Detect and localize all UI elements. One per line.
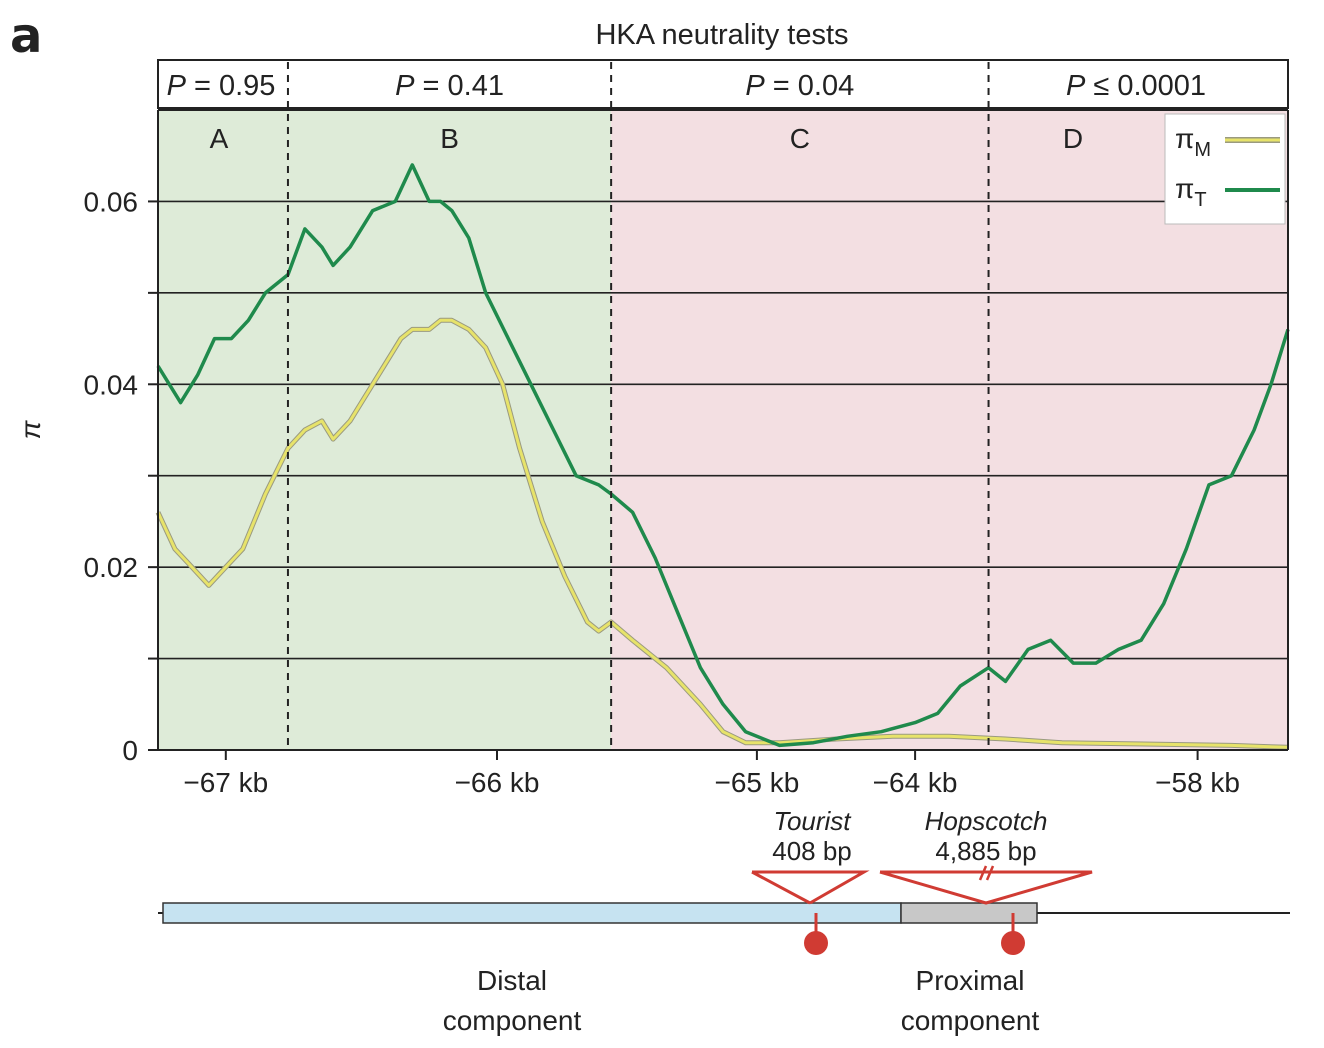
p-value-d: P ≤ 0.0001 xyxy=(1066,70,1206,102)
hopscotch-size: 4,885 bp xyxy=(935,836,1036,866)
series-line-t xyxy=(156,163,1290,748)
hopscotch-site-dot xyxy=(1001,931,1025,955)
hopscotch-name: Hopscotch xyxy=(925,806,1048,836)
proximal-label-line2: component xyxy=(901,1005,1040,1036)
series-lines xyxy=(155,163,1290,750)
x-axis-ticks: −67 kb −66 kb −65 kb −64 kb −58 kb xyxy=(183,750,1240,798)
region-bg-c xyxy=(611,110,989,750)
region-bg-a xyxy=(158,110,288,750)
region-backgrounds xyxy=(158,110,1288,750)
distal-label-line1: Distal xyxy=(477,965,547,996)
legend-label-t: πT xyxy=(1175,173,1207,211)
y-tick-label: 0.04 xyxy=(84,369,139,400)
region-label-b: B xyxy=(440,123,459,154)
tourist-name: Tourist xyxy=(773,806,852,836)
p-value-a: P = 0.95 xyxy=(167,70,276,102)
p-value-header xyxy=(157,59,1289,109)
y-tick-label: 0 xyxy=(122,735,138,766)
proximal-label-line1: Proximal xyxy=(916,965,1025,996)
y-gridlines xyxy=(158,200,1288,660)
region-label-a: A xyxy=(210,123,229,154)
y-tick-label: 0.06 xyxy=(84,186,139,217)
y-tick-label: 0.02 xyxy=(84,552,139,583)
panel-label: a xyxy=(10,8,42,64)
x-tick-label: −65 kb xyxy=(714,767,799,798)
y-axis-label: π xyxy=(15,419,46,439)
x-tick-label: −66 kb xyxy=(455,767,540,798)
tourist-insertion-marker xyxy=(751,870,870,955)
region-dividers xyxy=(286,62,990,750)
x-tick-label: −67 kb xyxy=(183,767,268,798)
p-value-b: P = 0.41 xyxy=(395,70,504,102)
region-labels: A B C D xyxy=(210,123,1083,154)
series-line-m xyxy=(156,318,1289,749)
region-label-d: D xyxy=(1063,123,1083,154)
x-tick-label: −58 kb xyxy=(1155,767,1240,798)
legend-label-m: πM xyxy=(1175,123,1211,161)
tourist-site-dot xyxy=(804,931,828,955)
proximal-component-box xyxy=(900,902,1038,924)
distal-component-box xyxy=(162,902,902,924)
p-value-c: P = 0.04 xyxy=(745,70,854,102)
chart-title: HKA neutrality tests xyxy=(595,19,848,51)
distal-label-line2: component xyxy=(443,1005,582,1036)
axes xyxy=(157,109,1289,751)
hopscotch-insertion-marker xyxy=(879,865,1093,955)
region-label-c: C xyxy=(790,123,810,154)
tourist-size: 408 bp xyxy=(772,836,852,866)
x-tick-label: −64 kb xyxy=(873,767,958,798)
y-axis-ticks: 0 0.02 0.04 0.06 xyxy=(84,186,158,766)
p-value-labels: P = 0.95 P = 0.41 P = 0.04 P ≤ 0.0001 xyxy=(167,70,1206,102)
legend: πM πT xyxy=(1164,113,1286,225)
region-bg-b xyxy=(287,110,612,750)
gene-map: Tourist 408 bp Hopscotch 4,885 bp Distal… xyxy=(158,806,1290,1036)
